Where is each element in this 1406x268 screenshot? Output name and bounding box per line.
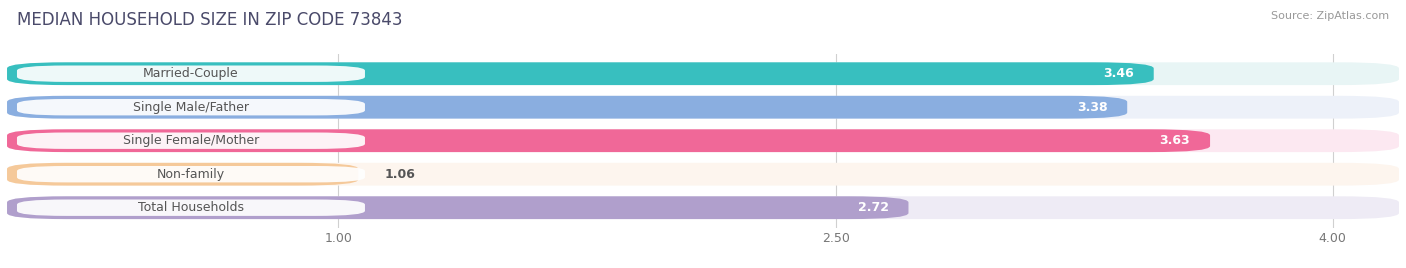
Text: Total Households: Total Households xyxy=(138,201,245,214)
Text: MEDIAN HOUSEHOLD SIZE IN ZIP CODE 73843: MEDIAN HOUSEHOLD SIZE IN ZIP CODE 73843 xyxy=(17,11,402,29)
FancyBboxPatch shape xyxy=(7,196,1399,219)
Text: Source: ZipAtlas.com: Source: ZipAtlas.com xyxy=(1271,11,1389,21)
FancyBboxPatch shape xyxy=(7,62,1399,85)
FancyBboxPatch shape xyxy=(7,163,1399,185)
Text: Single Male/Father: Single Male/Father xyxy=(134,101,249,114)
Text: 1.06: 1.06 xyxy=(385,168,416,181)
Text: Non-family: Non-family xyxy=(157,168,225,181)
FancyBboxPatch shape xyxy=(7,96,1399,118)
Text: Single Female/Mother: Single Female/Mother xyxy=(122,134,259,147)
Text: 3.46: 3.46 xyxy=(1104,67,1133,80)
FancyBboxPatch shape xyxy=(7,96,1128,118)
FancyBboxPatch shape xyxy=(17,65,366,82)
Text: 3.63: 3.63 xyxy=(1160,134,1189,147)
Text: 2.72: 2.72 xyxy=(858,201,889,214)
FancyBboxPatch shape xyxy=(17,132,366,149)
Text: Married-Couple: Married-Couple xyxy=(143,67,239,80)
FancyBboxPatch shape xyxy=(7,163,359,185)
FancyBboxPatch shape xyxy=(7,129,1399,152)
FancyBboxPatch shape xyxy=(7,196,908,219)
FancyBboxPatch shape xyxy=(17,166,366,183)
FancyBboxPatch shape xyxy=(17,99,366,116)
Text: 3.38: 3.38 xyxy=(1077,101,1108,114)
FancyBboxPatch shape xyxy=(17,199,366,216)
FancyBboxPatch shape xyxy=(7,129,1211,152)
FancyBboxPatch shape xyxy=(7,62,1154,85)
